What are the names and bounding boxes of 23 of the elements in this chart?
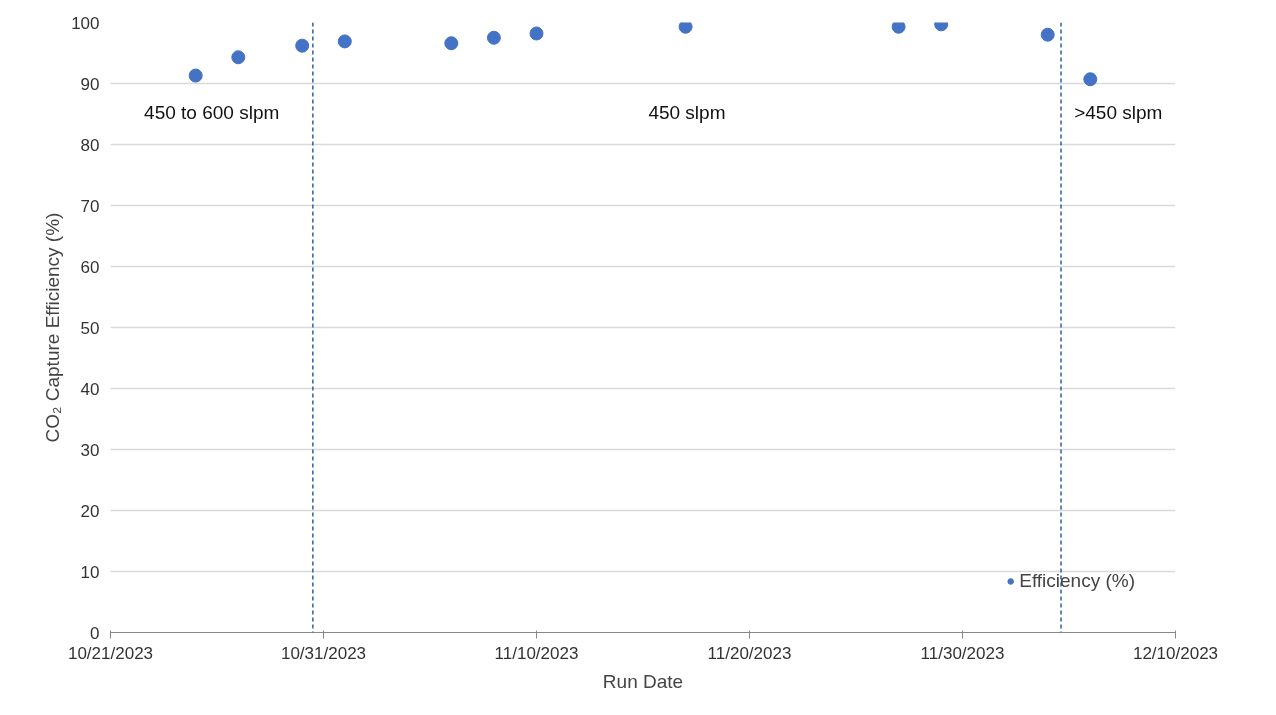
y-tick-label: 100 (71, 13, 100, 33)
x-tick-label: 10/31/2023 (280, 643, 367, 663)
y-tick-label: 70 (80, 196, 100, 216)
y-axis-title: CO₂ Capture Efficiency (%) (42, 212, 64, 443)
x-tick-label: 10/21/2023 (67, 643, 154, 663)
y-tick-label: 40 (80, 379, 100, 399)
annotation: 450 to 600 slpm (144, 102, 280, 123)
x-tick-label: 11/30/2023 (920, 643, 1005, 663)
x-tick-label: 12/10/2023 (1132, 643, 1219, 663)
y-tick-label: 10 (80, 562, 100, 582)
x-tick-label: 11/20/2023 (707, 643, 792, 663)
legend-label: Efficiency (%) (1019, 570, 1135, 592)
annotation: 450 slpm (648, 102, 726, 123)
y-tick-label: 30 (80, 440, 100, 460)
y-tick-label: 20 (80, 501, 100, 521)
y-tick-label: 90 (80, 74, 100, 94)
x-tick-label: 11/10/2023 (494, 643, 579, 663)
y-tick-label: 0 (90, 623, 100, 643)
annotation: >450 slpm (1074, 102, 1163, 123)
y-tick-label: 60 (80, 257, 100, 277)
y-tick-label: 80 (80, 135, 100, 155)
x-axis-title: Run Date (602, 670, 684, 692)
y-tick-label: 50 (80, 318, 100, 338)
